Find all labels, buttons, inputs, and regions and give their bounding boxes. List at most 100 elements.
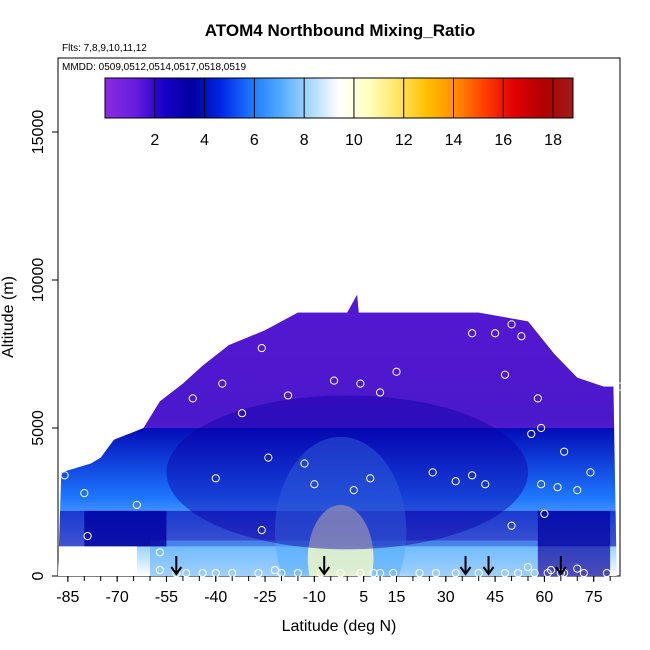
x-axis: -85 -70 -55 -40 -25 -10 5 15 30 45 60 75 — [56, 576, 611, 606]
observation-point — [188, 394, 197, 403]
observation-point — [468, 329, 477, 338]
observation-point — [329, 376, 339, 385]
x-tick-label: -70 — [106, 589, 129, 606]
observation-point — [491, 329, 500, 338]
chart-title: ATOM4 Northbound Mixing_Ratio — [205, 21, 475, 40]
observation-point — [615, 382, 625, 391]
observation-point — [369, 568, 378, 578]
x-tick-label: 45 — [486, 589, 504, 606]
observation-point — [211, 474, 220, 483]
x-tick-label: -10 — [303, 589, 326, 606]
observation-point — [517, 332, 526, 341]
observation-point — [336, 568, 345, 578]
heatmap-moist-core — [307, 504, 374, 576]
observation-point — [80, 489, 89, 498]
observation-point — [270, 565, 280, 575]
observation-point — [602, 568, 611, 578]
x-tick-label: 30 — [437, 589, 455, 606]
y-axis: 0 5000 10000 15000 — [30, 110, 58, 580]
observation-point — [257, 343, 266, 353]
x-tick-label: -40 — [204, 589, 227, 606]
observation-point — [553, 483, 562, 492]
observation-point — [428, 468, 437, 477]
observation-point — [155, 548, 164, 557]
observation-point — [310, 480, 319, 489]
observation-point — [527, 429, 536, 439]
colorbar-tick-label: 6 — [250, 132, 259, 149]
colorbar-tick-label: 12 — [395, 132, 413, 149]
y-tick-label: 5000 — [30, 410, 47, 446]
observation-point — [523, 563, 533, 572]
colorbar-tick-label: 2 — [150, 132, 159, 149]
observation-point — [546, 565, 556, 575]
observation-point — [481, 480, 490, 489]
observation-point — [349, 486, 358, 495]
profile-marker-head — [459, 566, 472, 576]
heatmap-blank — [58, 546, 137, 576]
x-tick-label: 5 — [359, 589, 368, 606]
x-tick-label: -85 — [56, 589, 79, 606]
colorbar-tick-label: 16 — [494, 132, 512, 149]
profile-markers — [170, 556, 567, 576]
dates-subtitle: MMDD: 0509,0512,0514,0517,0518,0519 — [62, 62, 246, 73]
colorbar-fill — [104, 77, 574, 119]
observation-point — [586, 468, 595, 477]
profile-marker-head — [482, 566, 495, 576]
observation-point — [431, 568, 441, 578]
observation-point — [254, 568, 263, 578]
observation-point — [530, 568, 539, 578]
y-tick-label: 10000 — [30, 258, 47, 303]
y-tick-label: 15000 — [30, 110, 47, 155]
observation-point — [533, 394, 542, 403]
flights-subtitle: Flts: 7,8,9,10,11,12 — [62, 43, 147, 54]
observation-point — [356, 379, 365, 388]
x-axis-label: Latitude (deg N) — [282, 618, 397, 635]
observation-point — [132, 500, 141, 510]
x-tick-label: -25 — [253, 589, 276, 606]
colorbar-tick-label: 10 — [345, 132, 363, 149]
heatmap-north-patch — [537, 510, 611, 576]
observation-point — [507, 320, 516, 329]
x-tick-label: 15 — [388, 589, 406, 606]
observation-point — [300, 459, 309, 468]
heatmap-mid-band — [166, 395, 528, 550]
profile-marker-head — [318, 566, 331, 576]
observation-point — [537, 480, 546, 489]
colorbar: 2 4 6 8 10 12 14 16 18 — [104, 77, 574, 149]
observation-point — [375, 388, 385, 397]
observation-point — [451, 568, 460, 578]
observation-point — [507, 521, 516, 530]
observation-point — [389, 568, 398, 578]
x-tick-label: 75 — [585, 589, 603, 606]
colorbar-tick-label: 8 — [300, 132, 309, 149]
observation-point — [356, 568, 365, 578]
observation-point — [514, 568, 523, 578]
colorbar-tick-label: 14 — [445, 132, 463, 149]
observation-point — [537, 423, 546, 433]
observation-point — [451, 477, 460, 486]
heatmap-south-patch — [84, 510, 167, 547]
observation-point — [155, 565, 164, 575]
observation-point — [500, 568, 510, 578]
x-tick-label: 60 — [536, 589, 554, 606]
observation-point — [540, 509, 549, 518]
observation-point — [237, 409, 247, 418]
observation-point — [257, 526, 266, 535]
observation-point — [366, 474, 375, 483]
observation-point — [218, 379, 227, 388]
profile-marker-head — [555, 566, 567, 576]
observation-point — [283, 391, 293, 400]
observation-point — [579, 568, 588, 578]
x-tick-label: -55 — [155, 589, 178, 606]
observation-point — [415, 568, 424, 578]
observation-point — [560, 447, 569, 456]
colorbar-tick-label: 4 — [200, 132, 209, 149]
observation-point — [573, 564, 582, 573]
observation-point — [264, 453, 273, 462]
observation-point — [392, 367, 401, 376]
observation-point — [198, 568, 207, 578]
observation-point — [573, 486, 582, 495]
observation-point — [468, 471, 477, 480]
observation-point — [500, 370, 510, 379]
